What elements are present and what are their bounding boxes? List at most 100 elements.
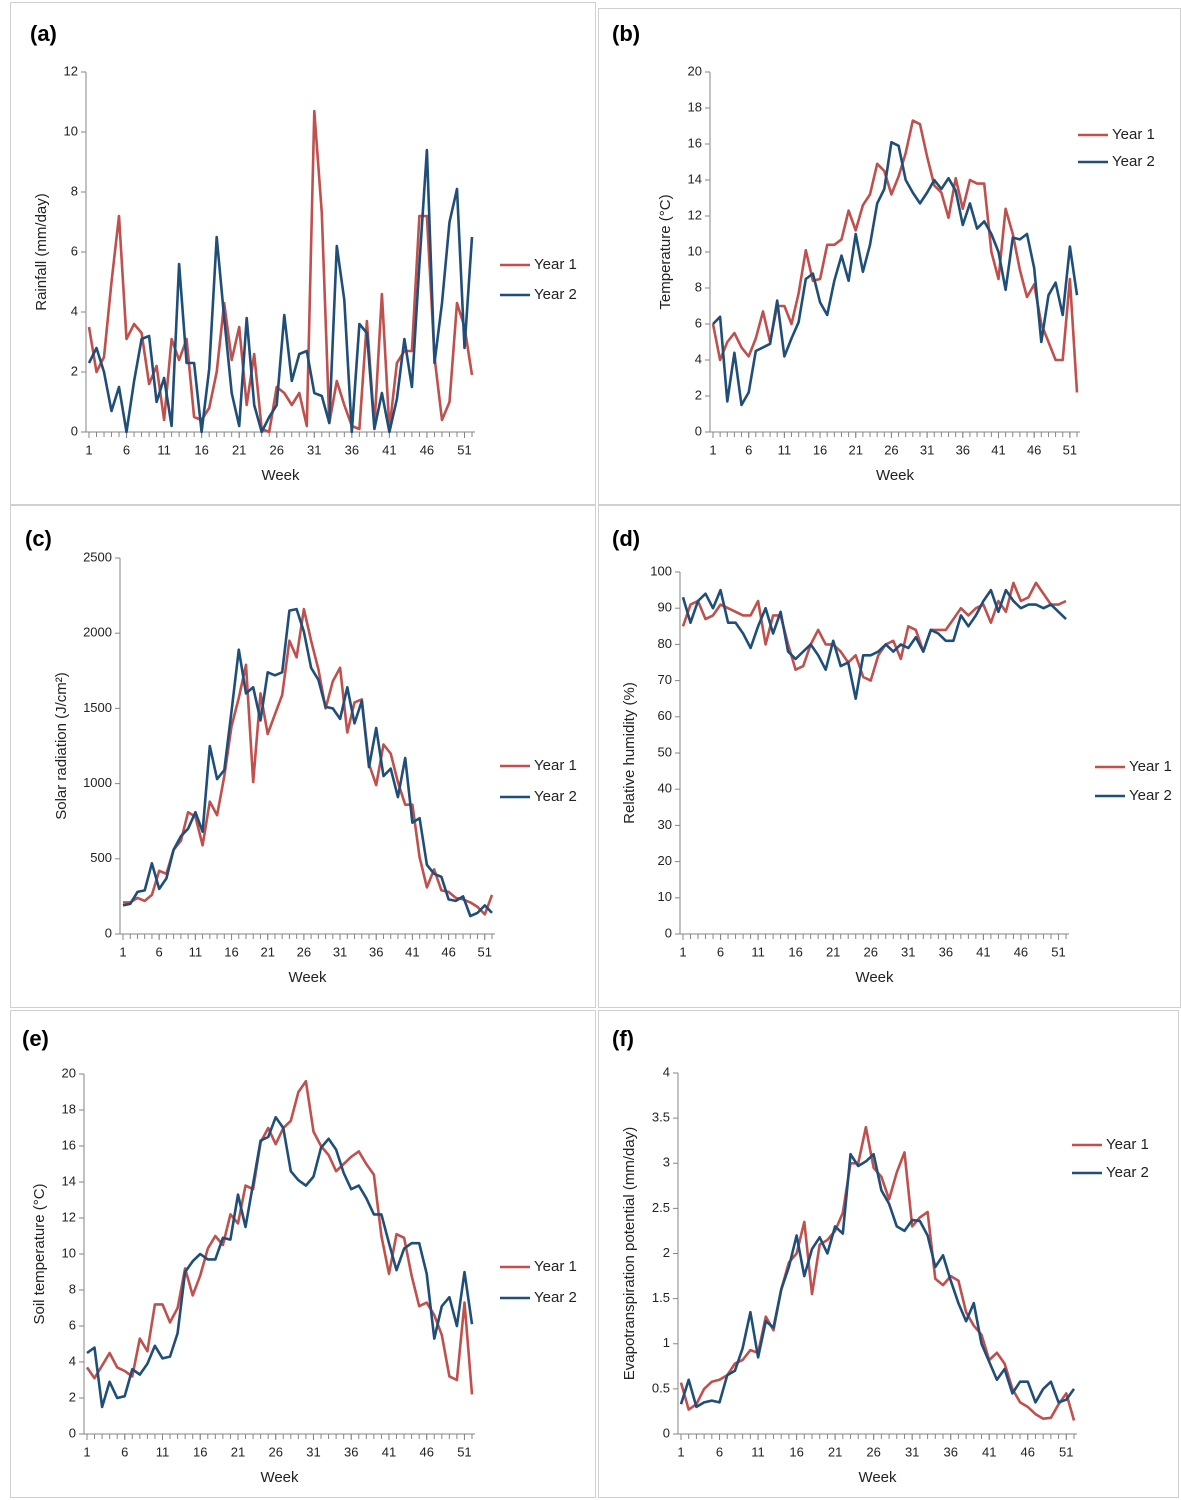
x-tick-label: 16 (813, 442, 827, 457)
panel-border (10, 2, 596, 505)
x-tick-label: 31 (905, 1444, 919, 1459)
x-tick-label: 36 (344, 1444, 358, 1459)
y-tick-label: 1000 (83, 775, 112, 790)
y-tick-label: 80 (658, 636, 672, 651)
data-line (681, 588, 1067, 700)
x-tick-label: 46 (420, 442, 434, 457)
x-tick-label: 1 (119, 944, 126, 959)
legend-text: Year 2 (534, 1289, 577, 1306)
y-tick-label: 10 (688, 243, 702, 258)
x-tick-label: 26 (268, 1444, 282, 1459)
x-tick-label: 41 (982, 1444, 996, 1459)
y-axis-title: Rainfall (mm/day) (33, 193, 50, 311)
y-axis-title: Solar radiation (J/cm²) (53, 672, 70, 820)
x-tick-label: 51 (1059, 1444, 1073, 1459)
x-tick-label: 36 (943, 1444, 957, 1459)
legend-text: Year 2 (534, 286, 577, 303)
y-tick-label: 0.5 (652, 1380, 670, 1395)
y-tick-label: 14 (688, 171, 702, 186)
y-tick-label: 0 (665, 925, 672, 940)
y-tick-label: 6 (69, 1317, 76, 1332)
x-tick-label: 51 (457, 1444, 471, 1459)
legend-text: Year 1 (1106, 1136, 1149, 1153)
y-tick-label: 16 (62, 1137, 76, 1152)
data-line (87, 109, 474, 434)
x-axis-title: Week (855, 969, 894, 986)
data-line (712, 140, 1079, 407)
y-tick-label: 2500 (83, 549, 112, 564)
x-tick-label: 11 (751, 944, 765, 959)
x-tick-label: 36 (345, 442, 359, 457)
y-tick-label: 0 (69, 1425, 76, 1440)
y-tick-label: 18 (688, 99, 702, 114)
x-tick-label: 11 (156, 1444, 170, 1459)
y-tick-label: 4 (71, 303, 78, 318)
y-tick-label: 6 (71, 243, 78, 258)
x-tick-label: 31 (307, 442, 321, 457)
x-tick-label: 41 (405, 944, 419, 959)
data-line (86, 1115, 474, 1409)
y-tick-label: 1500 (83, 700, 112, 715)
x-tick-label: 11 (189, 944, 203, 959)
x-tick-label: 51 (457, 442, 471, 457)
y-axis-title: Relative humidity (%) (621, 682, 638, 824)
y-tick-label: 18 (62, 1101, 76, 1116)
x-tick-label: 16 (788, 944, 802, 959)
y-tick-label: 3.5 (652, 1110, 670, 1125)
y-tick-label: 2 (71, 363, 78, 378)
x-tick-label: 1 (677, 1444, 684, 1459)
y-tick-label: 40 (658, 781, 672, 796)
x-tick-label: 1 (709, 442, 716, 457)
y-tick-label: 100 (650, 563, 672, 578)
x-tick-label: 36 (369, 944, 383, 959)
x-tick-label: 21 (826, 944, 840, 959)
x-tick-label: 6 (716, 1444, 723, 1459)
y-tick-label: 4 (663, 1064, 670, 1079)
data-line (679, 1152, 1076, 1409)
data-line (711, 119, 1079, 393)
x-tick-label: 36 (939, 944, 953, 959)
legend-text: Year 2 (1106, 1164, 1149, 1181)
y-tick-label: 8 (69, 1281, 76, 1296)
y-tick-label: 8 (71, 183, 78, 198)
y-tick-label: 16 (688, 135, 702, 150)
x-tick-label: 46 (419, 1444, 433, 1459)
x-tick-label: 51 (478, 944, 492, 959)
panel-border (10, 505, 596, 1008)
y-tick-label: 90 (658, 600, 672, 615)
y-tick-label: 2 (663, 1245, 670, 1260)
x-tick-label: 21 (232, 442, 246, 457)
x-tick-label: 41 (991, 442, 1005, 457)
y-tick-label: 1.5 (652, 1290, 670, 1305)
x-tick-label: 26 (864, 944, 878, 959)
x-tick-label: 16 (193, 1444, 207, 1459)
panel-label: (d) (612, 526, 640, 551)
x-tick-label: 6 (156, 944, 163, 959)
x-tick-label: 21 (828, 1444, 842, 1459)
x-tick-label: 41 (382, 442, 396, 457)
y-tick-label: 4 (69, 1353, 76, 1368)
y-tick-label: 4 (695, 351, 702, 366)
x-tick-label: 26 (884, 442, 898, 457)
y-tick-label: 2 (695, 387, 702, 402)
y-tick-label: 0 (105, 925, 112, 940)
x-tick-label: 21 (260, 944, 274, 959)
y-tick-label: 12 (64, 63, 78, 78)
x-tick-label: 46 (1027, 442, 1041, 457)
y-tick-label: 10 (64, 123, 78, 138)
x-tick-label: 26 (270, 442, 284, 457)
panel-label: (f) (612, 1026, 634, 1051)
y-axis-title: Temperature (°C) (657, 194, 674, 309)
x-tick-label: 26 (866, 1444, 880, 1459)
y-tick-label: 30 (658, 817, 672, 832)
panel-border (598, 1010, 1179, 1498)
x-tick-label: 26 (297, 944, 311, 959)
y-tick-label: 2000 (83, 625, 112, 640)
x-tick-label: 11 (751, 1444, 765, 1459)
panel-label: (c) (25, 526, 52, 551)
x-tick-label: 46 (1021, 1444, 1035, 1459)
y-tick-label: 50 (658, 744, 672, 759)
x-tick-label: 16 (224, 944, 238, 959)
data-line (122, 607, 493, 918)
